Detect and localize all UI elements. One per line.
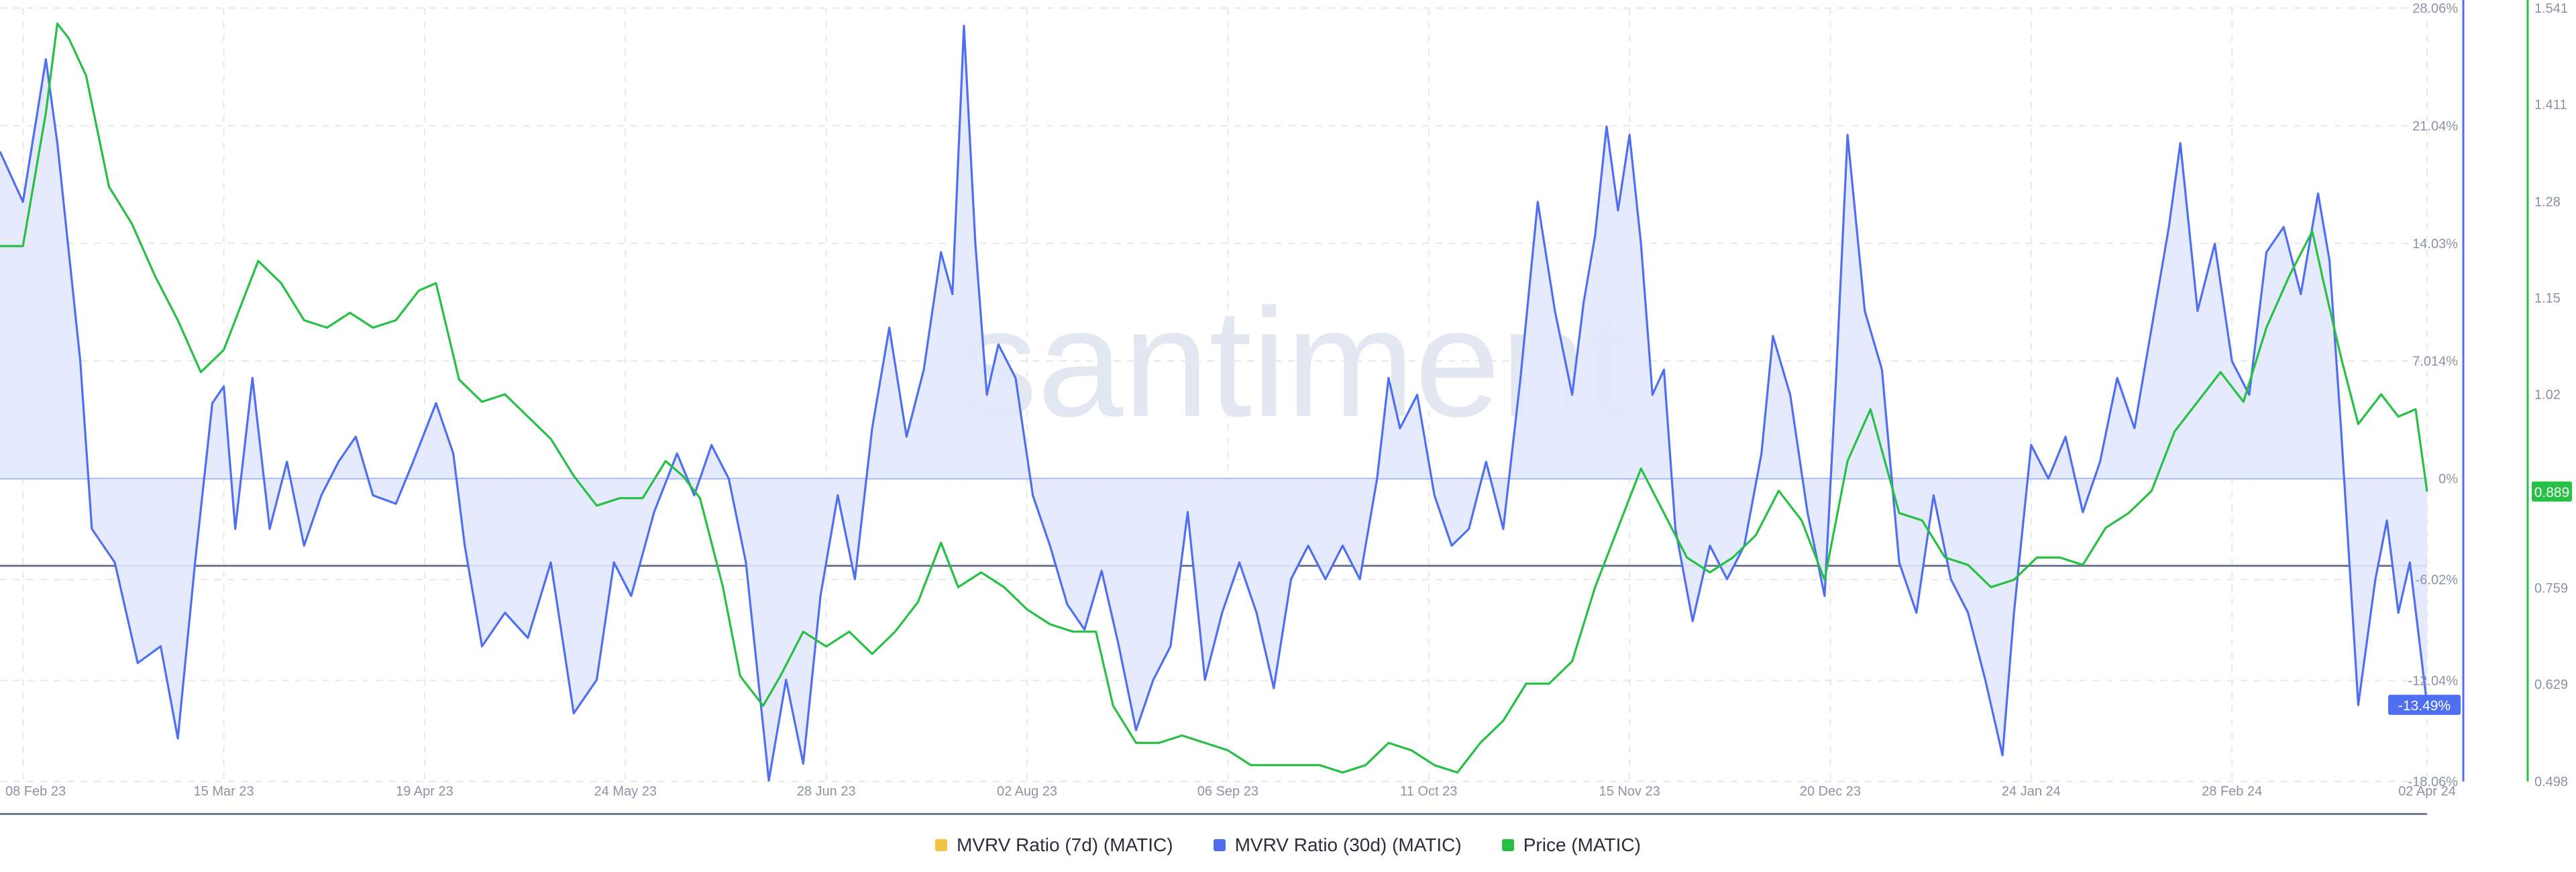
legend-swatch-mvrv7 [935, 839, 948, 851]
price-value-badge [2532, 481, 2572, 502]
x-tick-label-4: 28 Jun 23 [797, 784, 856, 799]
x-tick-label-11: 28 Feb 24 [2202, 784, 2262, 799]
right-tick-label-4: 1.02 [2534, 388, 2561, 402]
left-tick-label-3: 7.014% [2412, 354, 2458, 369]
x-axis-ticks: 08 Feb 23 15 Mar 23 19 Apr 23 24 May 23 28 J… [5, 784, 2456, 799]
x-tick-label-10: 24 Jan 24 [2002, 784, 2061, 799]
x-tick-label-5: 02 Aug 23 [997, 784, 1057, 799]
right-tick-label-2: 1.28 [2534, 195, 2561, 210]
x-tick-label-8: 15 Nov 23 [1599, 784, 1660, 799]
right-tick-label-8: 0.498 [2534, 775, 2568, 789]
value-badges: -13.49% 0.889 [2388, 481, 2572, 715]
legend-item-mvrv7[interactable]: MVRV Ratio (7d) (MATIC) [935, 834, 1173, 856]
right-tick-label-0: 1.541 [2534, 1, 2568, 16]
x-tick-label-12: 02 Apr 24 [2398, 784, 2456, 799]
left-tick-label-4: 0% [2438, 472, 2458, 487]
mvrv30-line [0, 24, 2428, 782]
left-tick-label-1: 21.04% [2412, 119, 2458, 134]
x-tick-label-0: 08 Feb 23 [5, 784, 66, 799]
legend-label-mvrv7: MVRV Ratio (7d) (MATIC) [957, 834, 1173, 855]
legend: MVRV Ratio (7d) (MATIC) MVRV Ratio (30d)… [0, 830, 2576, 860]
x-tick-label-9: 20 Dec 23 [1800, 784, 1861, 799]
x-tick-label-6: 06 Sep 23 [1197, 784, 1258, 799]
x-tick-label-1: 15 Mar 23 [194, 784, 254, 799]
mvrv30-value-text: -13.49% [2398, 698, 2451, 714]
mvrv30-area [0, 25, 2427, 781]
price-value-text: 0.889 [2534, 485, 2570, 500]
right-tick-label-1: 1.411 [2534, 98, 2567, 113]
x-tick-label-7: 11 Oct 23 [1400, 784, 1457, 799]
left-tick-label-7: -18.06% [2408, 775, 2459, 789]
left-tick-label-0: 28.06% [2412, 1, 2458, 16]
legend-label-mvrv30: MVRV Ratio (30d) (MATIC) [1234, 834, 1462, 855]
right-tick-label-6: 0.759 [2534, 581, 2568, 596]
left-tick-label-2: 14.03% [2412, 237, 2458, 252]
legend-item-price[interactable]: Price (MATIC) [1501, 834, 1641, 856]
series-layer [0, 22, 2428, 782]
right-axis-ticks: 1.541 1.411 1.28 1.15 1.02 0.889 0.759 0.629 0.4… [2534, 1, 2568, 789]
right-tick-label-3: 1.15 [2534, 291, 2561, 306]
legend-swatch-mvrv30 [1213, 839, 1226, 851]
legend-item-mvrv30[interactable]: MVRV Ratio (30d) (MATIC) [1213, 834, 1462, 856]
legend-swatch-price [1501, 839, 1514, 851]
price-line [0, 22, 2428, 774]
x-tick-label-2: 19 Apr 23 [396, 784, 453, 799]
left-tick-label-5: -6.02% [2416, 573, 2459, 588]
legend-label-price: Price (MATIC) [1523, 834, 1641, 855]
left-axis-ticks: 28.06% 21.04% 14.03% 7.014% 0% -6.02% -12.04% -… [2408, 1, 2459, 789]
mvrv30-value-badge [2388, 694, 2461, 715]
axes-layer [2462, 0, 2529, 781]
left-tick-label-6: -12.04% [2408, 674, 2459, 689]
x-tick-label-3: 24 May 23 [594, 784, 657, 799]
right-tick-label-7: 0.629 [2534, 677, 2568, 692]
